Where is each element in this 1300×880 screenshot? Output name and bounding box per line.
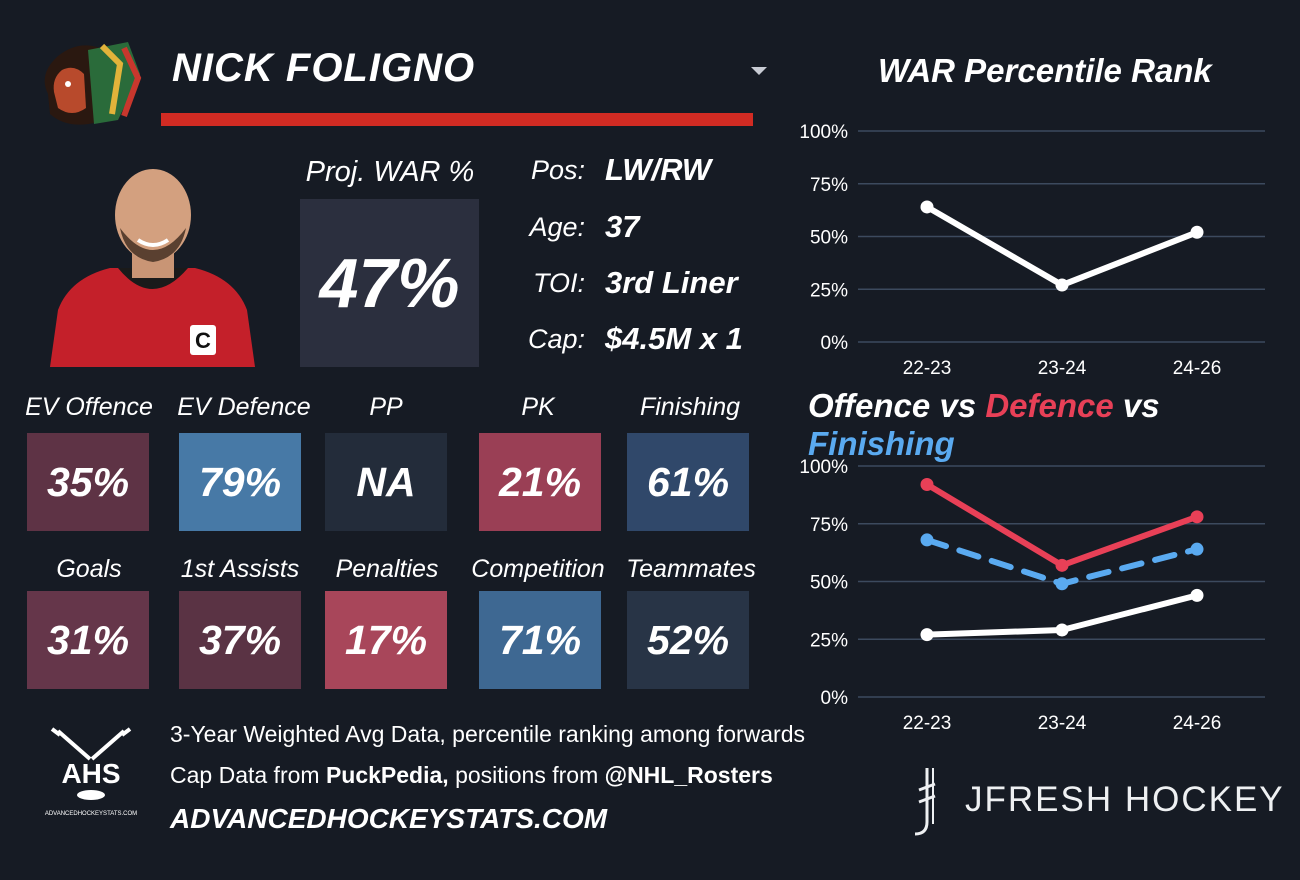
data-point-finishing [920, 533, 934, 547]
x-tick-label: 24-26 [1173, 358, 1222, 379]
data-point [1055, 278, 1069, 292]
proj-war-box: 47% [300, 199, 479, 367]
team-logo [44, 42, 142, 125]
y-tick-label: 25% [810, 630, 848, 651]
tile-ev-defence: 79% [179, 433, 301, 531]
x-tick-label: 22-23 [903, 713, 952, 734]
tile-label-ev-defence: EV Defence [177, 393, 311, 421]
series-line [924, 203, 1200, 289]
cap-value: $4.5M x 1 [605, 321, 743, 356]
footer-site-link[interactable]: ADVANCEDHOCKEYSTATS.COM [170, 803, 608, 834]
y-tick-label: 100% [799, 457, 848, 478]
tile-finishing: 61% [627, 433, 749, 531]
data-point [1190, 225, 1204, 239]
footer-source-note: Cap Data from PuckPedia, positions from … [170, 762, 773, 789]
ovd-title-vs1: vs [930, 387, 986, 424]
data-point-offence [920, 628, 934, 642]
ahs-logo: AHS ADVANCEDHOCKEYSTATS.COM [45, 727, 137, 817]
offence-defence-finishing-chart: 0% 25% 50% 75% 100% 22-23 23-24 24-26 [799, 457, 1265, 734]
tile-label-pk: PK [521, 393, 555, 421]
cap-label: Cap: [527, 324, 585, 354]
data-point [920, 200, 934, 214]
x-tick-label: 23-24 [1038, 713, 1087, 734]
data-point-finishing [1055, 577, 1069, 591]
tile-first-assists: 37% [179, 591, 301, 689]
ovd-title-finishing: Finishing [808, 425, 955, 462]
y-tick-label: 0% [821, 333, 849, 354]
data-point-offence [1190, 588, 1204, 602]
data-point-offence [1055, 623, 1069, 637]
footer-source-mid: positions from [448, 762, 605, 788]
jfresh-hockey-brand: JFRESH HOCKEY [965, 780, 1285, 819]
ovd-title-vs2: vs [1113, 387, 1160, 424]
footer-source-puckpedia: PuckPedia, [325, 762, 449, 788]
proj-war-value: 47% [319, 244, 460, 322]
tile-label-penalties: Penalties [335, 555, 439, 583]
ovd-title-defence: Defence [985, 387, 1114, 424]
position-label: Pos: [530, 155, 585, 185]
y-tick-label: 0% [821, 688, 849, 709]
svg-text:C: C [195, 328, 211, 353]
y-tick-label: 75% [810, 175, 848, 196]
tile-label-ev-offence: EV Offence [25, 393, 153, 421]
ahs-logo-text: AHS [61, 758, 120, 789]
player-headshot: C [50, 169, 255, 367]
footer-source-prefix: Cap Data from [170, 762, 326, 788]
data-point-defence [1190, 510, 1204, 524]
age-value: 37 [605, 209, 640, 244]
tile-label-teammates: Teammates [626, 555, 756, 583]
position-value: LW/RW [605, 152, 712, 187]
age-label: Age: [529, 212, 585, 242]
x-tick-label: 22-23 [903, 358, 952, 379]
tile-goals: 31% [27, 591, 149, 689]
y-tick-label: 75% [810, 515, 848, 536]
ahs-logo-small-text: ADVANCEDHOCKEYSTATS.COM [45, 811, 137, 817]
toi-value: 3rd Liner [605, 265, 738, 300]
tile-label-first-assists: 1st Assists [180, 555, 300, 583]
chevron-down-icon[interactable] [750, 66, 768, 76]
name-underline-bar [161, 113, 753, 126]
tile-label-goals: Goals [56, 555, 122, 583]
tile-ev-offence: 35% [27, 433, 149, 531]
y-tick-label: 100% [799, 122, 848, 143]
ovd-chart-title: Offence vs Defence vs Finishing [808, 387, 1300, 463]
tile-label-finishing: Finishing [639, 393, 741, 421]
jfresh-logo [914, 768, 936, 836]
data-point-defence [1055, 558, 1069, 572]
tile-competition: 71% [479, 591, 601, 689]
y-tick-label: 50% [810, 228, 848, 249]
y-tick-label: 25% [810, 280, 848, 301]
proj-war-label: Proj. WAR % [305, 156, 475, 188]
footer-source-rosters: @NHL_Rosters [604, 762, 773, 788]
toi-label: TOI: [532, 268, 585, 298]
footer-data-note: 3-Year Weighted Avg Data, percentile ran… [170, 721, 806, 747]
player-name: NICK FOLIGNO [172, 46, 476, 90]
y-tick-label: 50% [810, 573, 848, 594]
ovd-title-offence: Offence [808, 387, 931, 424]
data-point-finishing [1190, 542, 1204, 556]
war-percentile-chart: 0% 25% 50% 75% 100% 22-23 23-24 24-26 [799, 122, 1265, 379]
tile-pp: NA [325, 433, 447, 531]
data-point-defence [920, 477, 934, 491]
tile-pk: 21% [479, 433, 601, 531]
tile-teammates: 52% [627, 591, 749, 689]
war-chart-title: WAR Percentile Rank [878, 52, 1212, 89]
tile-label-competition: Competition [471, 555, 605, 583]
tile-penalties: 17% [325, 591, 447, 689]
x-tick-label: 24-26 [1173, 713, 1222, 734]
x-tick-label: 23-24 [1038, 358, 1087, 379]
tile-label-pp: PP [369, 393, 403, 421]
